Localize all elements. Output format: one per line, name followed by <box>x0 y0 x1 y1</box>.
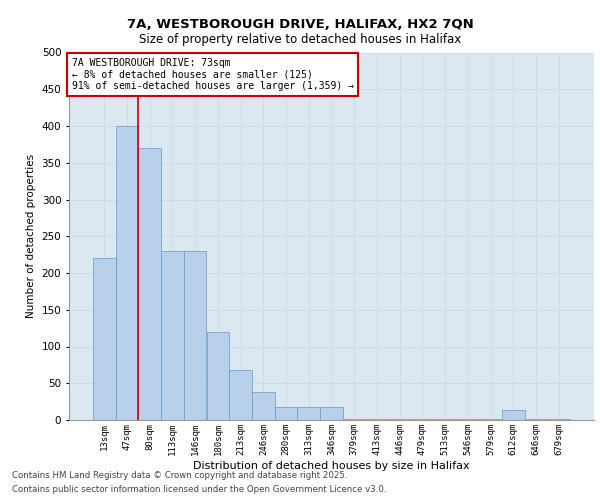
Bar <box>252 392 275 420</box>
Bar <box>388 418 411 420</box>
Bar <box>93 258 116 420</box>
Bar <box>229 370 252 420</box>
Bar <box>434 418 457 420</box>
Bar <box>116 126 139 420</box>
Bar <box>184 251 206 420</box>
Bar <box>298 407 320 420</box>
Bar <box>411 418 434 420</box>
Bar <box>275 407 298 420</box>
Bar <box>547 418 570 420</box>
Bar <box>206 332 229 420</box>
Bar <box>524 418 547 420</box>
Text: Size of property relative to detached houses in Halifax: Size of property relative to detached ho… <box>139 32 461 46</box>
X-axis label: Distribution of detached houses by size in Halifax: Distribution of detached houses by size … <box>193 460 470 470</box>
Bar <box>161 251 184 420</box>
Bar <box>343 418 365 420</box>
Bar <box>320 407 343 420</box>
Bar <box>457 418 479 420</box>
Text: 7A WESTBOROUGH DRIVE: 73sqm
← 8% of detached houses are smaller (125)
91% of sem: 7A WESTBOROUGH DRIVE: 73sqm ← 8% of deta… <box>71 58 353 91</box>
Bar <box>365 418 388 420</box>
Text: 7A, WESTBOROUGH DRIVE, HALIFAX, HX2 7QN: 7A, WESTBOROUGH DRIVE, HALIFAX, HX2 7QN <box>127 18 473 30</box>
Bar <box>139 148 161 420</box>
Y-axis label: Number of detached properties: Number of detached properties <box>26 154 36 318</box>
Bar <box>502 410 524 420</box>
Text: Contains HM Land Registry data © Crown copyright and database right 2025.: Contains HM Land Registry data © Crown c… <box>12 472 347 480</box>
Bar <box>479 418 502 420</box>
Text: Contains public sector information licensed under the Open Government Licence v3: Contains public sector information licen… <box>12 484 386 494</box>
